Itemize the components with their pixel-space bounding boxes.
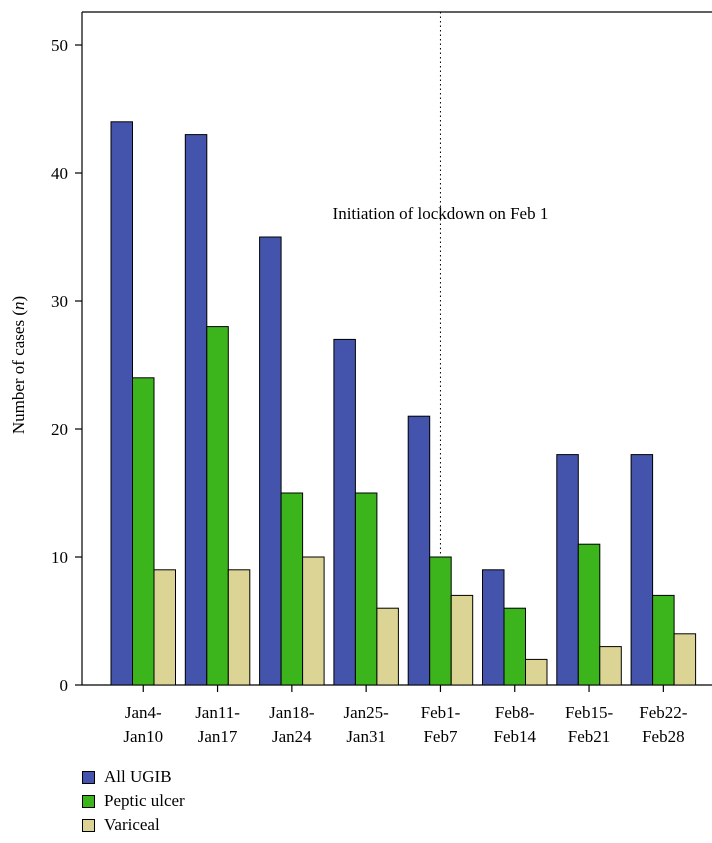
bar-variceal (450, 594, 474, 686)
bars (110, 121, 697, 686)
bar-all-ugib (110, 121, 133, 686)
bar-variceal (525, 658, 548, 686)
y-tick-labels: 0 10 20 30 40 50 (51, 36, 68, 695)
bar-variceal (153, 569, 176, 686)
bar-all-ugib (333, 338, 356, 686)
y-tick-label: 40 (51, 164, 68, 183)
legend-swatch (82, 794, 95, 808)
y-tick-label: 0 (60, 676, 69, 695)
legend-item: All UGIB (82, 765, 185, 789)
x-tick-label: Jan17 (198, 727, 238, 746)
bar-all-ugib (556, 454, 579, 686)
x-tick-label: Jan31 (346, 727, 386, 746)
bar-peptic-ulcer (132, 377, 155, 686)
legend-label: Variceal (104, 815, 160, 834)
x-tick-label: Jan24 (272, 727, 312, 746)
x-tick-label: Jan4- (125, 703, 162, 722)
x-tick-label: Jan18- (269, 703, 315, 722)
bar-variceal (376, 607, 399, 686)
bar-variceal (599, 646, 622, 686)
y-tick-label: 30 (51, 292, 68, 311)
x-tick-label: Feb22- (639, 703, 688, 722)
bar-peptic-ulcer (503, 607, 526, 686)
bar-all-ugib (630, 454, 654, 686)
x-tick-label: Jan11- (195, 703, 240, 722)
x-tick-label: Feb21 (568, 727, 611, 746)
bar-all-ugib (259, 236, 282, 686)
legend-label: Peptic ulcer (104, 791, 185, 810)
y-tick-label: 50 (51, 36, 68, 55)
bar-chart: Jan4- Jan10 Jan11- Jan17 Jan18- Jan24 Jan25- Ja… (9, 11, 712, 746)
x-tick-label: Jan25- (343, 703, 389, 722)
bar-all-ugib (482, 569, 505, 686)
bar-all-ugib (407, 415, 431, 686)
legend-item: Variceal (82, 813, 185, 837)
x-tick-label: Feb14 (494, 727, 537, 746)
bar-variceal (302, 556, 325, 686)
x-tick-label: Jan10 (123, 727, 163, 746)
x-tick-label: Feb8- (495, 703, 535, 722)
x-tick-label: Feb7 (423, 727, 458, 746)
x-tick-labels: Jan4- Jan10 Jan11- Jan17 Jan18- Jan24 Jan25- Ja… (123, 703, 687, 746)
bar-variceal (673, 633, 697, 686)
bar-peptic-ulcer (206, 326, 229, 686)
x-tick-label: Feb28 (642, 727, 685, 746)
lockdown-annotation: Initiation of lockdown on Feb 1 (333, 204, 549, 223)
legend-item: Peptic ulcer (82, 789, 185, 813)
y-tick-label: 20 (51, 420, 68, 439)
y-axis-label: Number of cases (n) (9, 296, 28, 434)
bar-peptic-ulcer (652, 594, 675, 686)
x-tick-label: Feb1- (421, 703, 461, 722)
legend: All UGIB Peptic ulcer Variceal (82, 765, 185, 837)
legend-swatch (82, 770, 95, 784)
legend-label: All UGIB (104, 767, 172, 786)
bar-peptic-ulcer (354, 492, 378, 686)
bar-variceal (227, 569, 251, 686)
bar-all-ugib (184, 134, 208, 686)
x-tick-label: Feb15- (565, 703, 614, 722)
y-tick-label: 10 (51, 548, 68, 567)
bar-peptic-ulcer (577, 543, 601, 686)
bar-peptic-ulcer (429, 556, 452, 686)
legend-swatch (82, 818, 95, 832)
bar-peptic-ulcer (280, 492, 304, 686)
